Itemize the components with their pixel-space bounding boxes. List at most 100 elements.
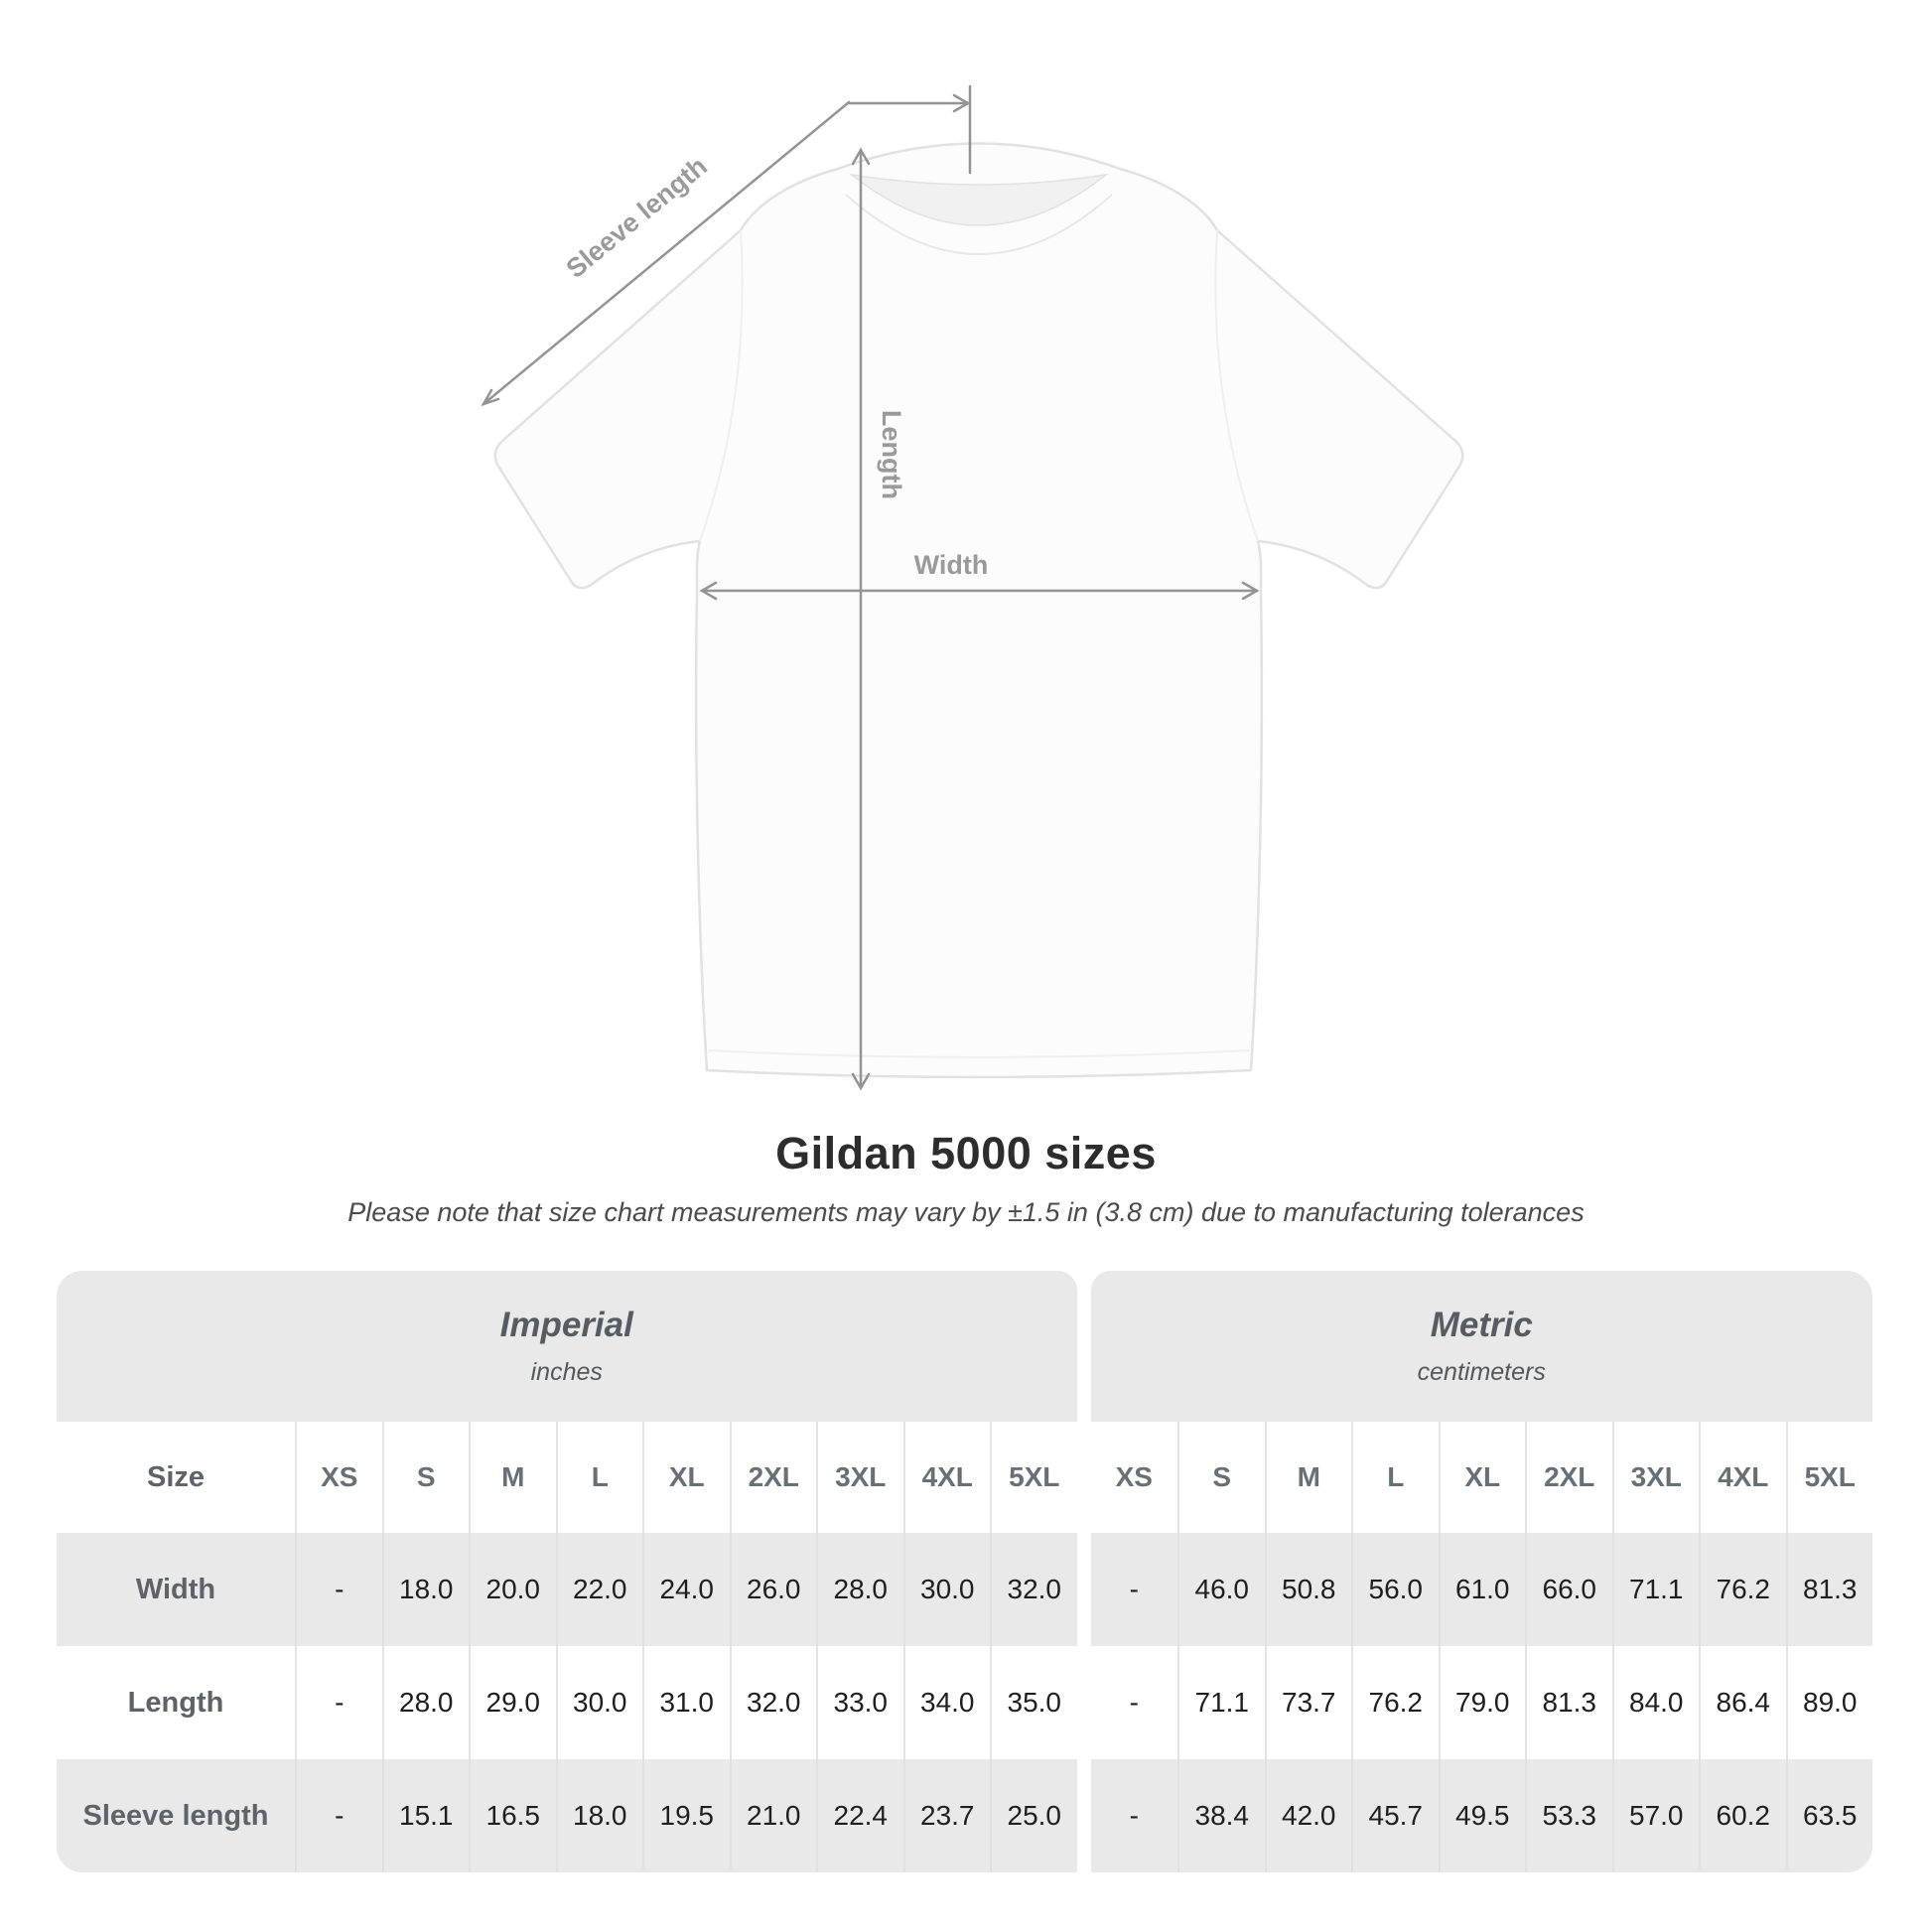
row-label: Length xyxy=(57,1646,295,1759)
measurement-cell-imperial: 35.0 xyxy=(990,1646,1077,1759)
measurement-cell-imperial: 29.0 xyxy=(469,1646,556,1759)
measurement-cell-imperial: 15.1 xyxy=(381,1759,469,1872)
measurement-cell-imperial: 32.0 xyxy=(990,1533,1077,1646)
measurement-cell-imperial: 32.0 xyxy=(729,1646,816,1759)
size-column-header-imperial: 5XL xyxy=(990,1422,1077,1533)
measurement-cell-imperial: 22.4 xyxy=(816,1759,903,1872)
measurement-cell-imperial: 26.0 xyxy=(729,1533,816,1646)
measurement-cell-metric: 76.2 xyxy=(1699,1533,1786,1646)
measurement-cell-imperial: 34.0 xyxy=(902,1646,990,1759)
measurement-cell-imperial: 25.0 xyxy=(990,1759,1077,1872)
arrowhead xyxy=(851,1072,871,1091)
measurement-cell-metric: 50.8 xyxy=(1264,1533,1351,1646)
measurement-cell-metric: 45.7 xyxy=(1351,1759,1439,1872)
measurement-cell-imperial: 22.0 xyxy=(555,1533,642,1646)
measurement-cell-metric: 46.0 xyxy=(1177,1533,1265,1646)
metric-group-unit: centimeters xyxy=(1417,1358,1546,1386)
size-column-header-metric: L xyxy=(1351,1422,1439,1533)
tshirt-measurement-diagram: Sleeve length Length Width xyxy=(481,84,1464,1091)
row-label: Width xyxy=(57,1533,295,1646)
size-column-header-metric: XL xyxy=(1438,1422,1525,1533)
tshirt-graphic xyxy=(493,142,1464,1079)
measurement-cell-imperial: - xyxy=(295,1533,382,1646)
measurement-cell-metric: - xyxy=(1090,1646,1177,1759)
measurement-cell-metric: 71.1 xyxy=(1611,1533,1699,1646)
measurement-cell-imperial: 30.0 xyxy=(555,1646,642,1759)
size-column-header-imperial: M xyxy=(469,1422,556,1533)
size-column-header-metric: M xyxy=(1264,1422,1351,1533)
measurement-cell-imperial: 20.0 xyxy=(469,1533,556,1646)
table-corner-size-label: Size xyxy=(57,1422,295,1533)
size-column-header-metric: XS xyxy=(1090,1422,1177,1533)
sleeve-length-dimension-line xyxy=(481,84,972,407)
measurement-cell-metric: 86.4 xyxy=(1699,1646,1786,1759)
measurement-cell-imperial: 33.0 xyxy=(816,1646,903,1759)
arrowhead xyxy=(481,388,500,407)
arrowhead xyxy=(952,93,971,113)
tshirt-body xyxy=(493,142,1464,1079)
imperial-group-name: Imperial xyxy=(499,1306,633,1344)
width-label: Width xyxy=(914,550,989,580)
imperial-group-unit: inches xyxy=(530,1358,603,1386)
measurement-cell-imperial: 30.0 xyxy=(902,1533,990,1646)
metric-group-header: Metric centimeters xyxy=(1090,1271,1872,1422)
measurement-cell-metric: 73.7 xyxy=(1264,1646,1351,1759)
size-column-header-imperial: 3XL xyxy=(816,1422,903,1533)
size-column-header-imperial: XL xyxy=(642,1422,730,1533)
size-column-header-imperial: S xyxy=(381,1422,469,1533)
measurement-cell-metric: 84.0 xyxy=(1611,1646,1699,1759)
metric-group-name: Metric xyxy=(1430,1306,1533,1344)
row-label: Sleeve length xyxy=(57,1759,295,1872)
measurement-cell-imperial: - xyxy=(295,1646,382,1759)
measurement-cell-metric: 66.0 xyxy=(1525,1533,1612,1646)
measurement-cell-metric: 76.2 xyxy=(1351,1646,1439,1759)
sleeve-length-label: Sleeve length xyxy=(561,151,713,284)
measurement-cell-metric: 57.0 xyxy=(1611,1759,1699,1872)
measurement-cell-metric: 38.4 xyxy=(1177,1759,1265,1872)
collar-seam xyxy=(845,194,1113,255)
measurement-cell-metric: - xyxy=(1090,1759,1177,1872)
size-column-header-metric: 4XL xyxy=(1699,1422,1786,1533)
hem-seam xyxy=(708,1049,1250,1058)
measurement-cell-metric: 89.0 xyxy=(1785,1646,1872,1759)
measurement-cell-imperial: 28.0 xyxy=(381,1646,469,1759)
size-column-header-metric: 3XL xyxy=(1611,1422,1699,1533)
collar-opening xyxy=(849,173,1109,226)
length-dimension-line xyxy=(851,147,871,1091)
size-column-header-imperial: 4XL xyxy=(902,1422,990,1533)
measurement-cell-imperial: 18.0 xyxy=(381,1533,469,1646)
arrowhead xyxy=(851,147,871,166)
measurement-cell-metric: 79.0 xyxy=(1438,1646,1525,1759)
measurement-cell-imperial: 24.0 xyxy=(642,1533,730,1646)
right-sleeve-seam xyxy=(1214,229,1259,542)
measurement-cell-metric: 71.1 xyxy=(1177,1646,1265,1759)
size-column-header-imperial: L xyxy=(555,1422,642,1533)
measurement-cell-metric: 49.5 xyxy=(1438,1759,1525,1872)
measurement-cell-metric: 81.3 xyxy=(1525,1646,1612,1759)
measurement-cell-metric: 61.0 xyxy=(1438,1533,1525,1646)
imperial-group-header: Imperial inches xyxy=(57,1271,1077,1422)
measurement-cell-imperial: 31.0 xyxy=(642,1646,730,1759)
measurement-cell-imperial: 16.5 xyxy=(469,1759,556,1872)
measurement-annotations xyxy=(481,84,1260,1091)
size-column-header-imperial: 2XL xyxy=(729,1422,816,1533)
left-sleeve-seam xyxy=(699,229,744,542)
measurement-cell-imperial: - xyxy=(295,1759,382,1872)
measurement-cell-imperial: 23.7 xyxy=(902,1759,990,1872)
measurement-cell-metric: 81.3 xyxy=(1785,1533,1872,1646)
arrowhead xyxy=(1241,581,1260,601)
size-column-header-metric: S xyxy=(1177,1422,1265,1533)
tolerance-note: Please note that size chart measurements… xyxy=(347,1197,1585,1227)
measurement-cell-imperial: 28.0 xyxy=(816,1533,903,1646)
measurement-cell-metric: 53.3 xyxy=(1525,1759,1612,1872)
measurement-cell-imperial: 18.0 xyxy=(555,1759,642,1872)
length-label: Length xyxy=(877,410,906,499)
width-dimension-line xyxy=(699,581,1260,601)
measurement-cell-metric: 42.0 xyxy=(1264,1759,1351,1872)
measurement-cell-metric: 63.5 xyxy=(1785,1759,1872,1872)
page-title: Gildan 5000 sizes xyxy=(775,1128,1157,1178)
measurement-cell-imperial: 21.0 xyxy=(729,1759,816,1872)
size-table: Imperial inches Metric centimeters Size X… xyxy=(57,1271,1872,1872)
size-column-header-metric: 2XL xyxy=(1525,1422,1612,1533)
